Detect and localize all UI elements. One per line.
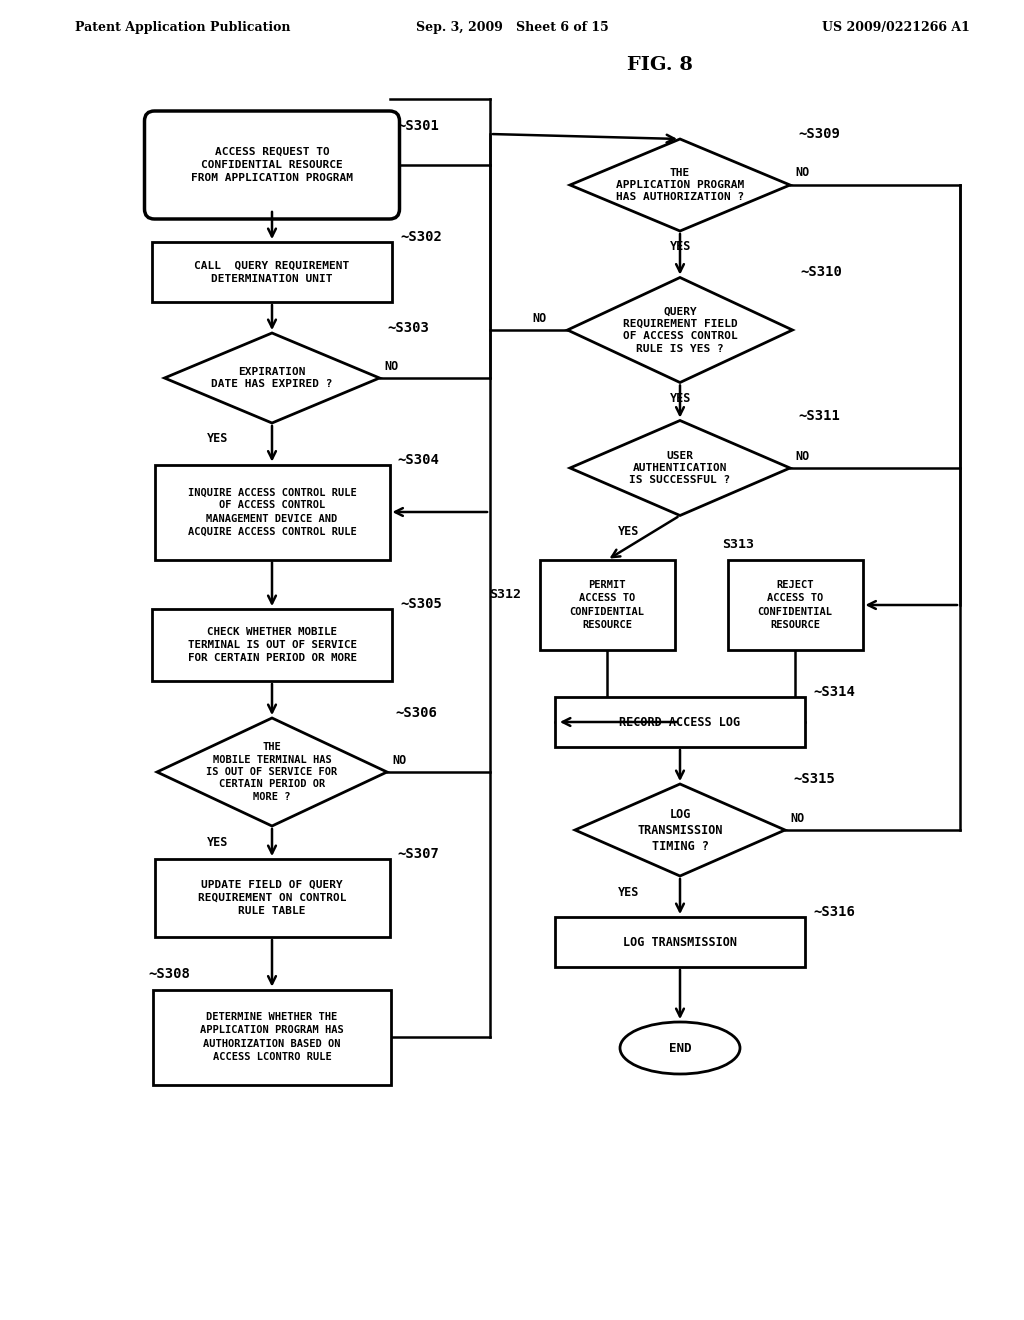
Text: YES: YES (618, 525, 639, 539)
Text: ACCESS REQUEST TO
CONFIDENTIAL RESOURCE
FROM APPLICATION PROGRAM: ACCESS REQUEST TO CONFIDENTIAL RESOURCE … (191, 147, 353, 183)
Text: LOG TRANSMISSION: LOG TRANSMISSION (623, 936, 737, 949)
Text: CHECK WHETHER MOBILE
TERMINAL IS OUT OF SERVICE
FOR CERTAIN PERIOD OR MORE: CHECK WHETHER MOBILE TERMINAL IS OUT OF … (187, 627, 356, 663)
Polygon shape (575, 784, 785, 876)
Text: RECORD ACCESS LOG: RECORD ACCESS LOG (620, 715, 740, 729)
Text: USER
AUTHENTICATION
IS SUCCESSFUL ?: USER AUTHENTICATION IS SUCCESSFUL ? (630, 450, 731, 486)
Text: ~S311: ~S311 (798, 408, 840, 422)
Text: EXPIRATION
DATE HAS EXPIRED ?: EXPIRATION DATE HAS EXPIRED ? (211, 367, 333, 389)
Text: UPDATE FIELD OF QUERY
REQUIREMENT ON CONTROL
RULE TABLE: UPDATE FIELD OF QUERY REQUIREMENT ON CON… (198, 880, 346, 916)
Text: NO: NO (392, 754, 407, 767)
Text: ~S316: ~S316 (813, 906, 855, 919)
Text: THE
APPLICATION PROGRAM
HAS AUTHORIZATION ?: THE APPLICATION PROGRAM HAS AUTHORIZATIO… (615, 168, 744, 202)
Text: CALL  QUERY REQUIREMENT
DETERMINATION UNIT: CALL QUERY REQUIREMENT DETERMINATION UNI… (195, 260, 349, 284)
Text: Sep. 3, 2009   Sheet 6 of 15: Sep. 3, 2009 Sheet 6 of 15 (416, 21, 608, 33)
Bar (155, 465, 389, 560)
Polygon shape (157, 718, 387, 826)
Polygon shape (570, 139, 790, 231)
Text: ~S306: ~S306 (395, 706, 437, 719)
Text: REJECT
ACCESS TO
CONFIDENTIAL
RESOURCE: REJECT ACCESS TO CONFIDENTIAL RESOURCE (758, 581, 833, 630)
Text: YES: YES (207, 836, 228, 849)
Text: ~S308: ~S308 (148, 968, 189, 982)
Text: NO: NO (532, 312, 547, 325)
Bar (152, 242, 392, 302)
Text: INQUIRE ACCESS CONTROL RULE
OF ACCESS CONTROL
MANAGEMENT DEVICE AND
ACQUIRE ACCE: INQUIRE ACCESS CONTROL RULE OF ACCESS CO… (187, 487, 356, 537)
Text: END: END (669, 1041, 691, 1055)
Ellipse shape (620, 1022, 740, 1074)
Text: YES: YES (670, 392, 691, 405)
Text: ~S314: ~S314 (813, 685, 855, 700)
Text: US 2009/0221266 A1: US 2009/0221266 A1 (822, 21, 970, 33)
Bar (153, 990, 391, 1085)
Text: YES: YES (207, 433, 228, 446)
Text: QUERY
REQUIREMENT FIELD
OF ACCESS CONTROL
RULE IS YES ?: QUERY REQUIREMENT FIELD OF ACCESS CONTRO… (623, 306, 737, 354)
Text: S313: S313 (723, 539, 755, 552)
Text: S312: S312 (489, 589, 521, 602)
Bar (555, 917, 805, 968)
Polygon shape (570, 421, 790, 516)
Text: ~S303: ~S303 (387, 321, 429, 335)
Text: YES: YES (670, 240, 691, 253)
Text: NO: NO (384, 359, 398, 372)
Bar (152, 609, 392, 681)
Text: LOG
TRANSMISSION
TIMING ?: LOG TRANSMISSION TIMING ? (637, 808, 723, 853)
Text: ~S302: ~S302 (400, 230, 442, 244)
Bar (540, 560, 675, 649)
Polygon shape (165, 333, 380, 422)
Polygon shape (567, 277, 793, 383)
Text: ~S305: ~S305 (400, 597, 442, 611)
Bar (555, 697, 805, 747)
Bar (727, 560, 862, 649)
Text: PERMIT
ACCESS TO
CONFIDENTIAL
RESOURCE: PERMIT ACCESS TO CONFIDENTIAL RESOURCE (569, 581, 644, 630)
Text: NO: NO (795, 450, 809, 462)
Text: NO: NO (795, 166, 809, 180)
Text: NO: NO (790, 812, 804, 825)
FancyBboxPatch shape (144, 111, 399, 219)
Text: YES: YES (618, 886, 639, 899)
Text: ~S307: ~S307 (397, 847, 439, 861)
Text: ~S304: ~S304 (397, 453, 439, 466)
Text: ~S301: ~S301 (397, 119, 439, 133)
Text: FIG. 8: FIG. 8 (627, 55, 693, 74)
Text: Patent Application Publication: Patent Application Publication (75, 21, 291, 33)
Text: ~S310: ~S310 (801, 265, 843, 280)
Text: THE
MOBILE TERMINAL HAS
IS OUT OF SERVICE FOR
CERTAIN PERIOD OR
MORE ?: THE MOBILE TERMINAL HAS IS OUT OF SERVIC… (207, 742, 338, 801)
Text: ~S315: ~S315 (793, 772, 835, 785)
Bar (155, 859, 389, 937)
Text: DETERMINE WHETHER THE
APPLICATION PROGRAM HAS
AUTHORIZATION BASED ON
ACCESS LCON: DETERMINE WHETHER THE APPLICATION PROGRA… (200, 1012, 344, 1061)
Text: ~S309: ~S309 (798, 127, 840, 141)
